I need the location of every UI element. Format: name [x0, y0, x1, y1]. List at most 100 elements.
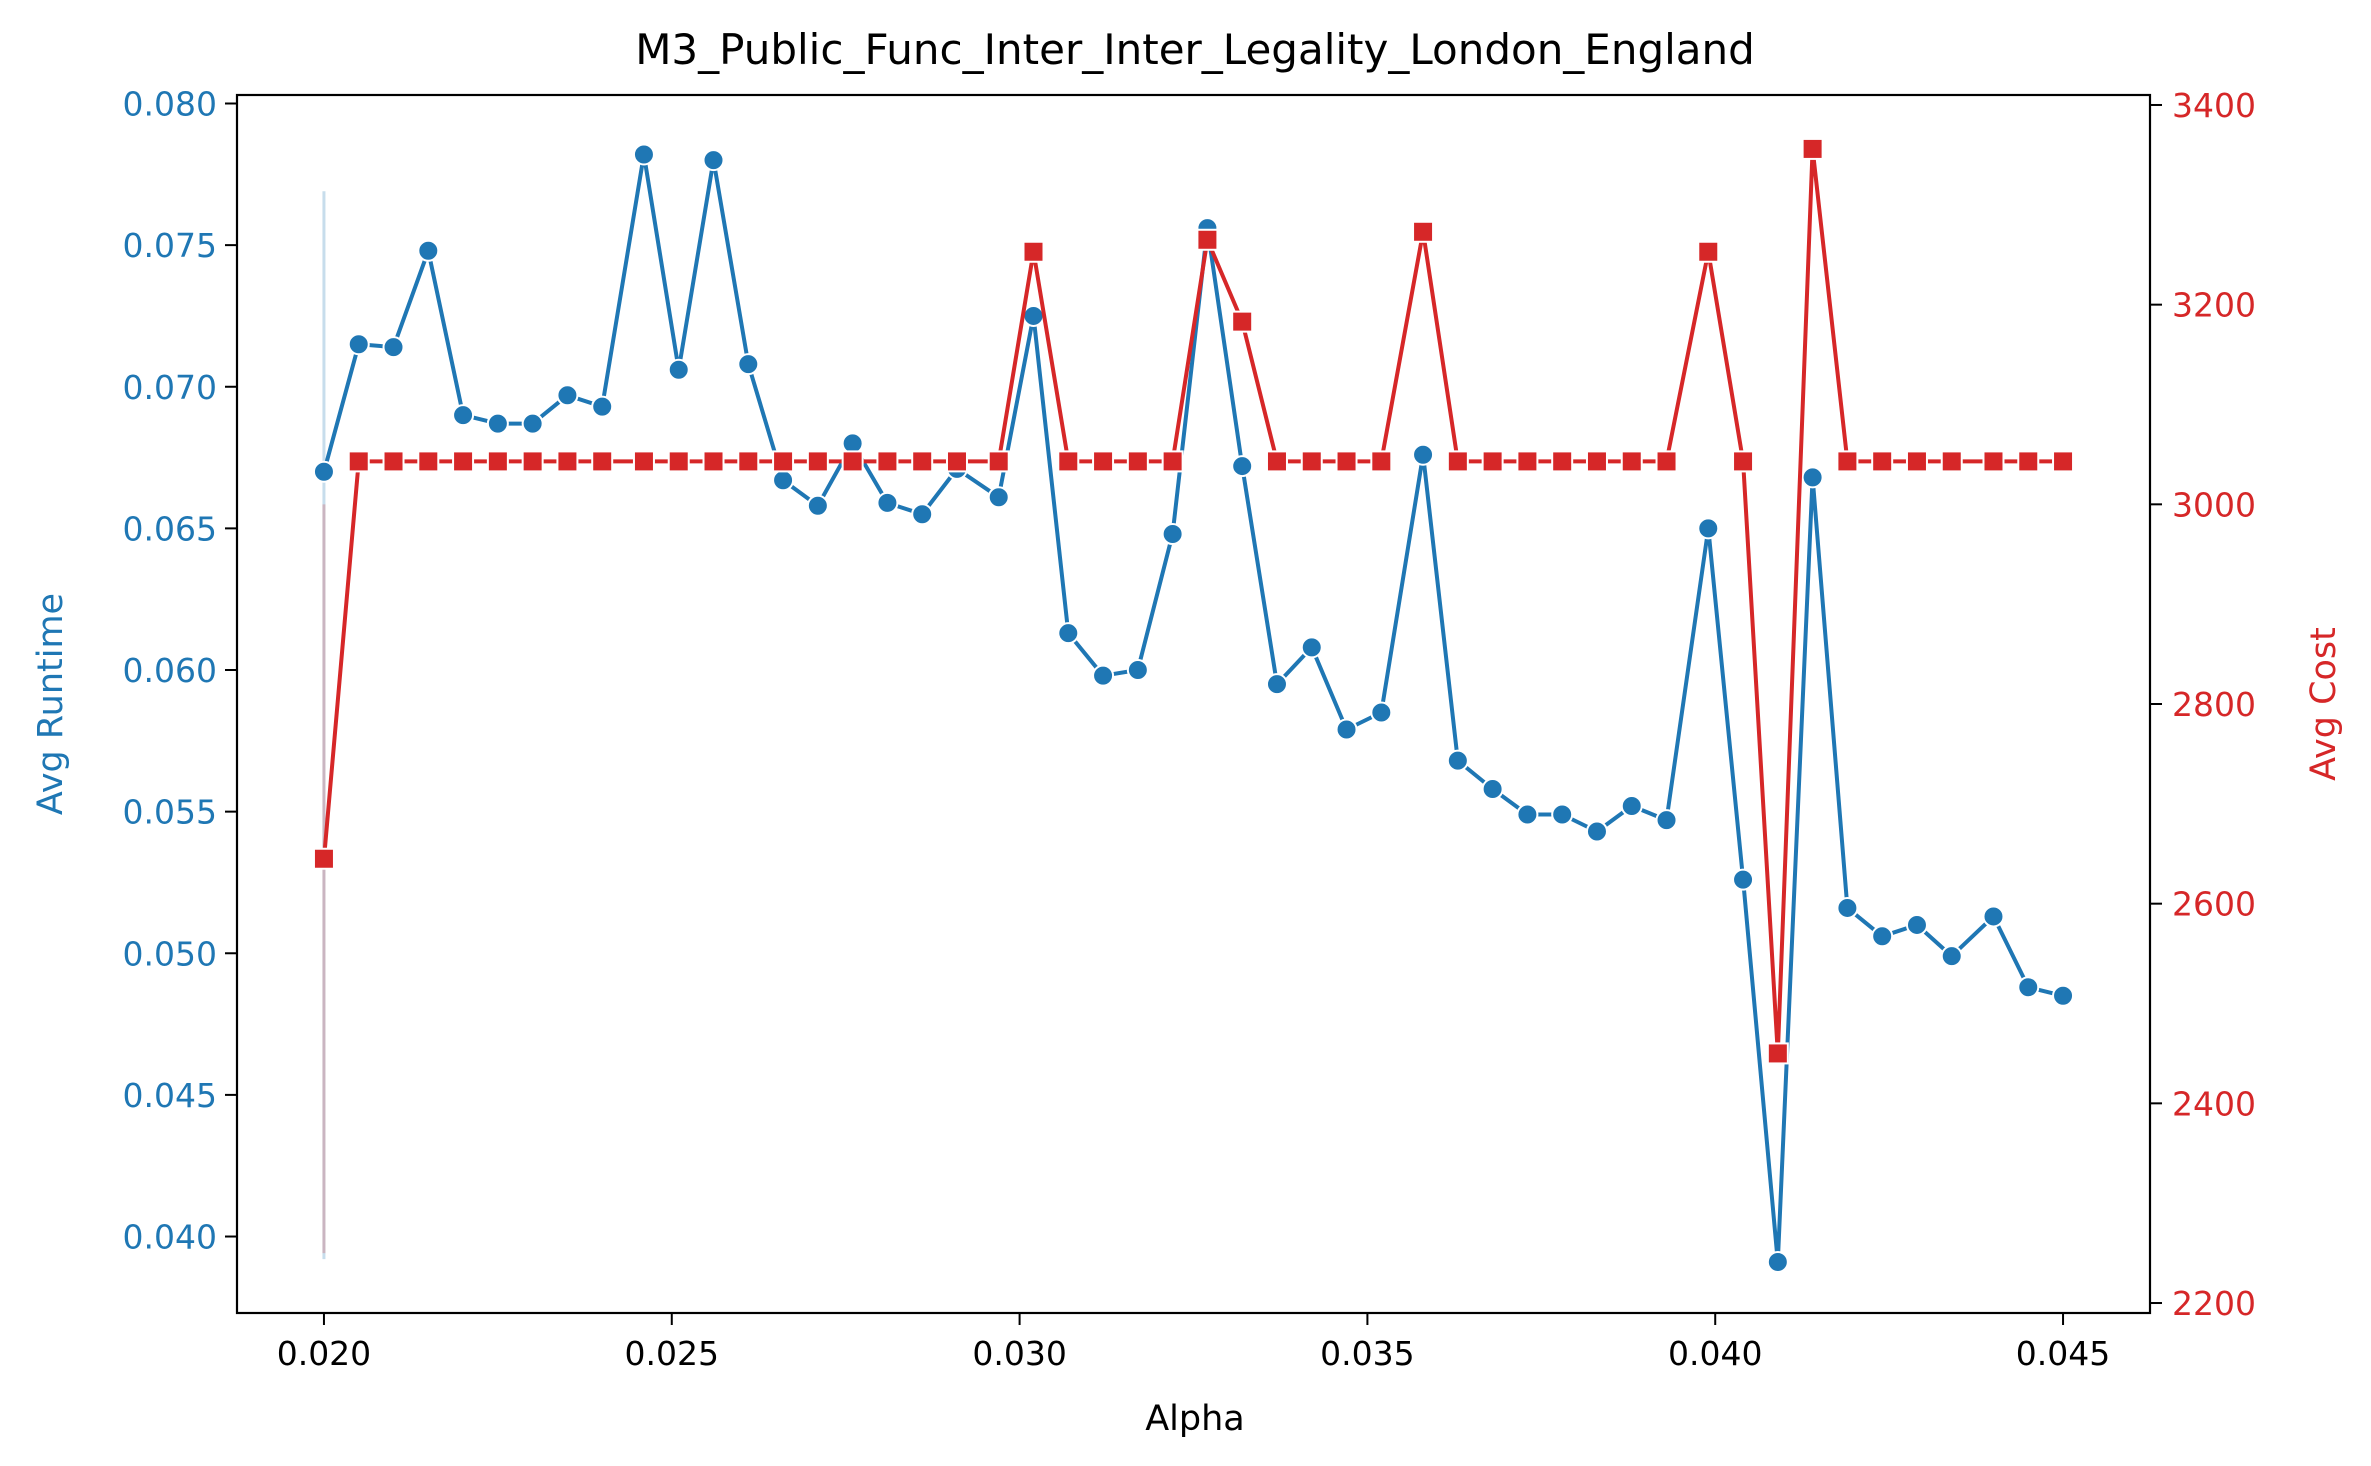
runtime-point — [1161, 523, 1184, 546]
y-axis-left: 0.040 0.045 0.050 0.055 0.060 0.065 0.070 0.075… — [123, 84, 237, 1257]
cost-point — [1335, 450, 1358, 473]
x-tick-label: 0.030 — [972, 1334, 1066, 1373]
series-layer — [312, 137, 2075, 1274]
y-left-tick-label: 0.065 — [123, 509, 217, 548]
runtime-point — [521, 412, 544, 435]
runtime-point — [382, 336, 405, 359]
cost-point — [1766, 1042, 1789, 1065]
series-line — [322, 152, 2064, 1264]
cost-point — [632, 450, 655, 473]
cost-point — [2052, 450, 2075, 473]
y-left-tick-label: 0.080 — [123, 84, 217, 123]
y-right-tick-label: 3400 — [2172, 86, 2256, 125]
runtime-point — [1620, 794, 1643, 817]
y-axis-right: 2200 2400 2600 2800 3000 3200 3400 — [2150, 86, 2256, 1323]
cost-point — [1620, 450, 1643, 473]
runtime-point — [1300, 636, 1323, 659]
y-left-tick-label: 0.050 — [123, 934, 217, 973]
runtime-point — [1697, 517, 1720, 540]
cost-point — [1161, 450, 1184, 473]
cost-point — [1196, 228, 1219, 251]
cost-point — [1551, 450, 1574, 473]
runtime-point — [667, 358, 690, 381]
cost-point — [1905, 450, 1928, 473]
x-axis-title: Alpha — [1145, 1399, 1245, 1439]
runtime-point — [1022, 304, 1045, 327]
y-right-tick-label: 3000 — [2172, 485, 2256, 524]
cost-point — [1300, 450, 1323, 473]
y-left-tick-label: 0.060 — [123, 651, 217, 690]
runtime-point — [1092, 664, 1115, 687]
y-right-tick-label: 2200 — [2172, 1284, 2256, 1323]
runtime-point — [1871, 925, 1894, 948]
chart-title: M3_Public_Func_Inter_Inter_Legality_Lond… — [635, 25, 1755, 74]
runtime-point — [632, 143, 655, 166]
runtime-point — [1446, 749, 1469, 772]
cost-point — [1412, 220, 1435, 243]
cost-point — [486, 450, 509, 473]
cost-point — [702, 450, 725, 473]
cost-point — [417, 450, 440, 473]
runtime-point — [987, 486, 1010, 509]
cost-point — [1982, 450, 2005, 473]
runtime-point — [806, 494, 829, 517]
runtime-point — [1126, 659, 1149, 682]
runtime-point — [2017, 976, 2040, 999]
cost-point — [1092, 450, 1115, 473]
y-axis-right-title: Avg Cost — [2304, 627, 2344, 781]
cost-point — [521, 450, 544, 473]
runtime-point — [2052, 984, 2075, 1007]
y-left-tick-label: 0.045 — [123, 1076, 217, 1115]
cost-point — [312, 847, 335, 870]
runtime-point — [911, 503, 934, 526]
runtime-point — [1265, 673, 1288, 696]
runtime-point — [1905, 913, 1928, 936]
cost-point — [452, 450, 475, 473]
x-tick-label: 0.025 — [625, 1334, 719, 1373]
cost-point — [1585, 450, 1608, 473]
runtime-point — [1655, 809, 1678, 832]
cost-point — [1370, 450, 1393, 473]
y-right-tick-label: 2800 — [2172, 685, 2256, 724]
runtime-point — [702, 149, 725, 172]
runtime-point — [1766, 1251, 1789, 1274]
series-avg-cost — [312, 137, 2075, 1065]
runtime-point — [1231, 455, 1254, 478]
cost-point — [347, 450, 370, 473]
x-tick-label: 0.020 — [277, 1334, 371, 1373]
runtime-point — [772, 469, 795, 492]
runtime-point — [1551, 803, 1574, 826]
cost-point — [1481, 450, 1504, 473]
cost-point — [772, 450, 795, 473]
cost-point — [1057, 450, 1080, 473]
runtime-point — [417, 239, 440, 262]
x-tick-label: 0.045 — [2016, 1334, 2110, 1373]
runtime-point — [1481, 777, 1504, 800]
plot-frame — [235, 93, 2152, 1315]
cost-point — [1697, 240, 1720, 263]
cost-point — [1446, 450, 1469, 473]
runtime-point — [312, 460, 335, 483]
cost-point — [945, 450, 968, 473]
x-tick-label: 0.035 — [1320, 1334, 1414, 1373]
runtime-point — [1801, 466, 1824, 489]
cost-point — [1655, 450, 1678, 473]
cost-point — [1871, 450, 1894, 473]
series-line — [322, 146, 2063, 1056]
y-right-tick-label: 3200 — [2172, 286, 2256, 325]
runtime-point — [1940, 945, 1963, 968]
runtime-point — [556, 384, 579, 407]
cost-point — [841, 450, 864, 473]
series-avg-runtime — [312, 143, 2075, 1274]
x-tick-label: 0.040 — [1668, 1334, 1762, 1373]
runtime-point — [1585, 820, 1608, 843]
cost-point — [1836, 450, 1859, 473]
y-right-tick-label: 2600 — [2172, 885, 2256, 924]
cost-point — [556, 450, 579, 473]
runtime-point — [591, 395, 614, 418]
cost-point — [911, 450, 934, 473]
cost-point — [1516, 450, 1539, 473]
runtime-point — [1982, 905, 2005, 928]
cost-point — [737, 450, 760, 473]
